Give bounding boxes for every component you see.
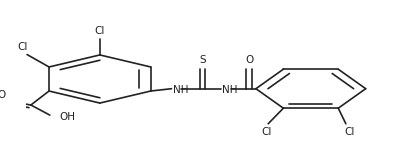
Text: NH: NH xyxy=(222,85,237,95)
Text: NH: NH xyxy=(173,85,188,95)
Text: OH: OH xyxy=(59,112,75,122)
Text: O: O xyxy=(0,90,5,100)
Text: O: O xyxy=(244,55,253,65)
Text: Cl: Cl xyxy=(94,26,105,36)
Text: Cl: Cl xyxy=(343,127,354,137)
Text: S: S xyxy=(199,55,205,65)
Text: Cl: Cl xyxy=(17,42,28,52)
Text: Cl: Cl xyxy=(260,127,271,137)
